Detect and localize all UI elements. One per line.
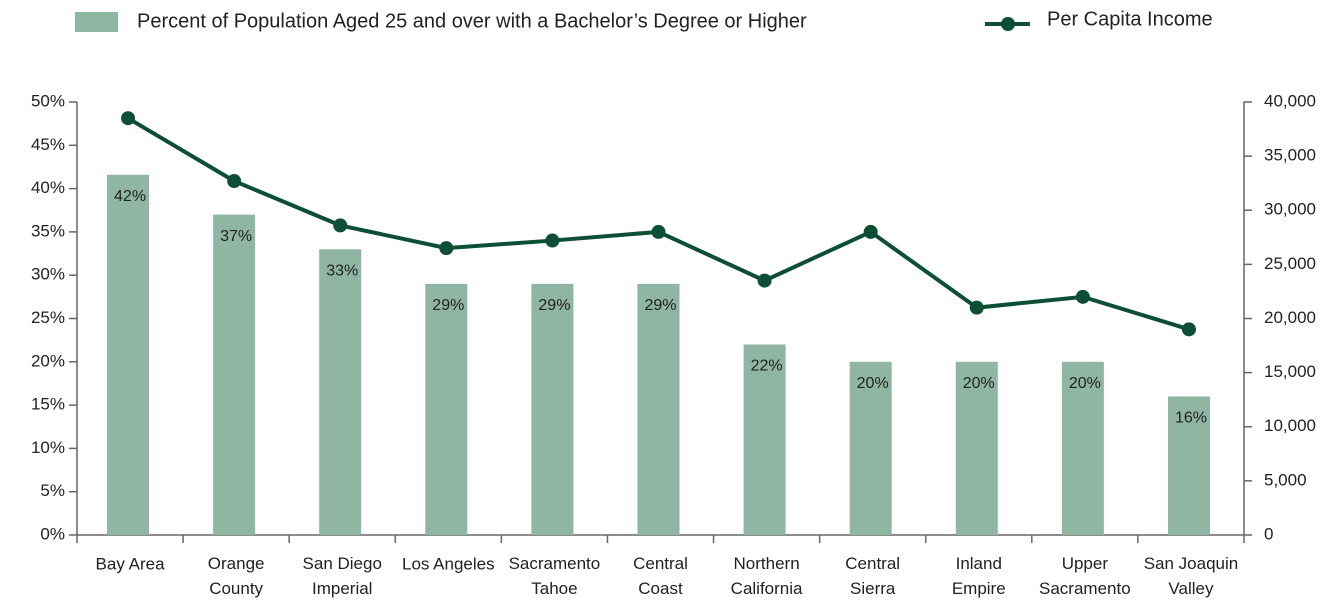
y-tick-label: 50% <box>31 91 65 110</box>
bar-value-label: 42% <box>114 188 146 205</box>
line-point <box>1181 322 1196 337</box>
x-tick-label: San Diego Imperial <box>303 554 382 598</box>
y-tick-label: 40% <box>31 178 65 197</box>
bar-value-label: 20% <box>1069 375 1101 392</box>
x-tick-label: Sacramento Tahoe <box>509 554 601 598</box>
x-tick-label: Bay Area <box>96 554 166 573</box>
y-tick-label: 35% <box>31 221 65 240</box>
line-point <box>863 224 878 239</box>
line-point <box>651 224 666 239</box>
y2-tick-label: 25,000 <box>1264 254 1316 273</box>
line-point <box>121 111 136 126</box>
x-tick-label: Central Coast <box>633 554 688 598</box>
y-tick-label: 0% <box>40 524 65 543</box>
bar-value-label: 16% <box>1175 410 1207 427</box>
y-tick-label: 45% <box>31 135 65 154</box>
y2-tick-label: 40,000 <box>1264 91 1316 110</box>
line-point <box>333 218 348 233</box>
bar-value-label: 37% <box>220 228 252 245</box>
line-point <box>757 273 772 288</box>
bar-value-label: 29% <box>644 297 676 314</box>
bar <box>425 283 468 535</box>
legend-swatch-dot <box>1001 17 1015 31</box>
x-tick-label: Los Angeles <box>402 554 495 573</box>
x-tick-label: San Joaquin Valley <box>1144 554 1239 598</box>
bar <box>531 283 574 535</box>
x-tick-label: Orange County <box>208 554 265 598</box>
line-point <box>439 241 454 256</box>
x-tick-label: Central Sierra <box>845 554 900 598</box>
bar <box>637 283 680 535</box>
bar <box>849 361 892 535</box>
bar-value-label: 20% <box>857 375 889 392</box>
y2-tick-label: 0 <box>1264 524 1273 543</box>
y2-tick-label: 10,000 <box>1264 416 1316 435</box>
x-tick-label: Upper Sacramento <box>1039 554 1131 598</box>
y2-tick-label: 15,000 <box>1264 362 1316 381</box>
line-point <box>1075 289 1090 304</box>
y-tick-label: 15% <box>31 395 65 414</box>
legend-swatch <box>75 12 118 32</box>
y-tick-label: 30% <box>31 265 65 284</box>
bar-value-label: 29% <box>538 297 570 314</box>
bar <box>107 174 150 535</box>
bar <box>743 344 786 535</box>
bar-value-label: 29% <box>432 297 464 314</box>
line-point <box>545 233 560 248</box>
bar-value-label: 33% <box>326 262 358 279</box>
bar <box>1061 361 1104 535</box>
bar <box>955 361 998 535</box>
legend-label: Per Capita Income <box>1047 8 1213 30</box>
bar-value-label: 22% <box>751 358 783 375</box>
x-tick-label: Northern California <box>731 554 803 598</box>
y-tick-label: 25% <box>31 308 65 327</box>
bar <box>213 214 256 535</box>
bar-value-label: 20% <box>963 375 995 392</box>
y2-tick-label: 30,000 <box>1264 200 1316 219</box>
bar <box>319 249 362 535</box>
y2-tick-label: 20,000 <box>1264 308 1316 327</box>
line-point <box>969 300 984 315</box>
legend-label: Percent of Population Aged 25 and over w… <box>137 10 807 32</box>
y2-tick-label: 35,000 <box>1264 146 1316 165</box>
y-tick-label: 10% <box>31 438 65 457</box>
y-tick-label: 20% <box>31 351 65 370</box>
x-tick-label: Inland Empire <box>952 554 1006 598</box>
y-tick-label: 5% <box>40 481 65 500</box>
bar <box>1167 396 1210 535</box>
y2-tick-label: 5,000 <box>1264 470 1307 489</box>
line-point <box>227 174 242 189</box>
